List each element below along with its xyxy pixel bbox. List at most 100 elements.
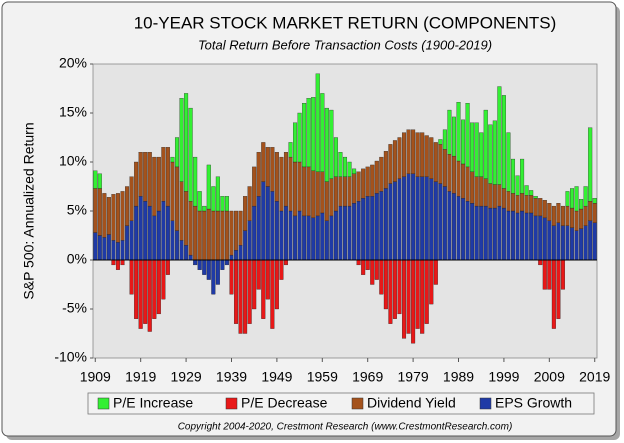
bar-segment <box>302 103 307 168</box>
bar-segment <box>293 161 298 217</box>
bar-segment <box>447 109 452 155</box>
bar-segment <box>147 152 152 207</box>
bar-segment <box>338 176 343 207</box>
bar-segment <box>184 245 189 261</box>
bar-segment <box>306 166 311 217</box>
bar-segment <box>220 196 225 212</box>
bar-segment <box>193 259 198 266</box>
legend-label: P/E Decrease <box>241 395 328 411</box>
bar-segment <box>533 215 538 261</box>
bar-segment <box>134 205 139 261</box>
bar-segment <box>347 161 352 177</box>
y-tick-label: -10% <box>54 349 87 365</box>
bar-segment <box>433 181 438 261</box>
y-axis-label: S&P 500: Annualized Return <box>21 122 37 299</box>
bar-segment <box>202 210 207 261</box>
bar-segment <box>424 135 429 177</box>
bar-segment <box>147 205 152 261</box>
bar-segment <box>542 259 547 290</box>
bar-segment <box>179 240 184 261</box>
bar-segment <box>333 137 338 177</box>
bar-segment <box>433 142 438 182</box>
bar-segment <box>465 166 470 202</box>
bar-segment <box>524 212 529 261</box>
bar-segment <box>170 161 175 221</box>
bar-segment <box>274 259 279 310</box>
bar-segment <box>424 259 429 324</box>
bar-segment <box>510 158 516 194</box>
footnote: Copyright 2004-2020, Crestmont Research … <box>178 422 513 433</box>
bar-segment <box>506 210 511 261</box>
bar-segment <box>570 227 575 261</box>
bar-segment <box>501 207 506 261</box>
bar-segment <box>397 178 402 261</box>
bar-segment <box>506 191 511 212</box>
bar-segment <box>229 210 234 256</box>
bar-segment <box>270 147 275 192</box>
bar-segment <box>470 122 475 172</box>
bar-segment <box>424 176 429 261</box>
bar-segment <box>193 205 198 261</box>
bar-segment <box>420 132 425 177</box>
bar-segment <box>529 190 534 196</box>
legend-swatch <box>97 397 110 410</box>
bar-segment <box>383 151 388 189</box>
bar-segment <box>170 220 175 261</box>
bar-segment <box>420 259 425 334</box>
bar-segment <box>143 259 148 324</box>
bar-segment <box>397 137 402 179</box>
bar-segment <box>165 147 170 207</box>
bar-segment <box>383 259 388 310</box>
bar-segment <box>211 186 216 212</box>
bar-segment <box>174 137 180 168</box>
bar-segment <box>329 109 334 179</box>
bar-segment <box>456 102 461 162</box>
bar-segment <box>342 205 348 261</box>
bar-segment <box>293 215 298 261</box>
bar-segment <box>147 259 152 332</box>
bar-segment <box>261 259 266 319</box>
bar-segment <box>533 198 538 217</box>
bar-segment <box>592 198 597 204</box>
bar-segment <box>247 220 252 261</box>
bar-segment <box>215 176 220 212</box>
bar-segment <box>406 173 411 261</box>
bar-segment <box>547 203 552 221</box>
y-tick-label: -5% <box>62 300 87 316</box>
bar-segment <box>324 220 329 261</box>
bar-segment <box>497 86 502 185</box>
bar-segment <box>524 185 529 196</box>
bar-segment <box>297 210 302 261</box>
bar-segment <box>261 181 266 261</box>
bar-segment <box>293 122 298 163</box>
bar-segment <box>115 193 120 243</box>
bar-segment <box>560 225 565 261</box>
bar-segment <box>333 176 338 212</box>
bar-segment <box>501 95 506 189</box>
y-tick-label: 15% <box>59 104 87 120</box>
bar-segment <box>165 259 170 275</box>
bar-segment <box>97 188 102 236</box>
bar-segment <box>115 242 120 261</box>
bar-segment <box>329 215 334 261</box>
bar-segment <box>352 168 357 174</box>
bar-segment <box>510 193 516 212</box>
bar-segment <box>538 259 543 266</box>
bar-segment <box>306 215 311 261</box>
bar-segment <box>270 259 275 329</box>
bar-segment <box>115 259 120 270</box>
bar-segment <box>129 259 134 295</box>
bar-segment <box>570 188 575 209</box>
bar-segment <box>379 156 384 192</box>
bar-segment <box>583 225 588 261</box>
bar-segment <box>497 184 502 207</box>
bar-segment <box>551 205 556 226</box>
bar-segment <box>256 196 261 261</box>
bar-segment <box>483 178 488 207</box>
bar-segment <box>193 156 198 207</box>
bar-segment <box>470 203 475 261</box>
bar-segment <box>492 207 497 261</box>
bar-segment <box>510 210 516 261</box>
bar-segment <box>143 201 148 261</box>
x-tick-label: 1939 <box>216 369 247 385</box>
